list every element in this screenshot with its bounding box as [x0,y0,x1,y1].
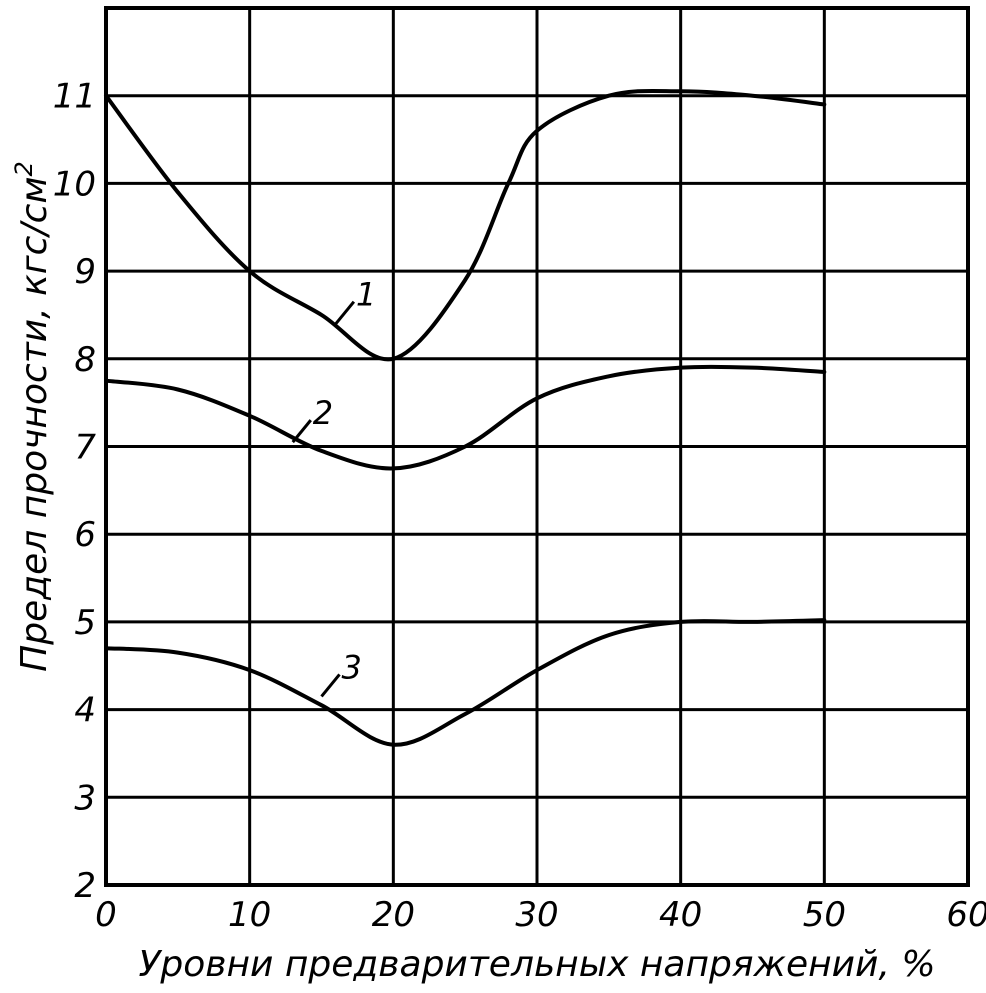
chart-grid [104,6,970,887]
series-leader-1 [334,300,356,325]
y-tick-label: 4 [74,691,96,731]
series-label-2: 2 [313,394,333,432]
y-tick-label: 7 [74,428,96,468]
y-tick-label: 5 [74,603,96,643]
chart-tick-labels: 0 10 20 30 40 50 60 2 3 4 5 6 7 8 9 10 11 [53,77,986,935]
x-tick-label: 0 [95,895,117,935]
series-line-3 [104,618,827,747]
y-tick-label: 8 [74,340,96,380]
chart-curves: 1 2 3 [104,88,827,747]
series-line-1 [104,88,827,362]
x-tick-label: 40 [659,895,702,935]
y-axis-title-text: Предел прочности, кгс/см [14,176,55,671]
y-axis-title: Предел прочности, кгс/см2 [10,161,55,672]
x-tick-label: 20 [372,895,415,935]
series-label-1: 1 [356,276,376,314]
y-axis-title-superscript: 2 [10,161,38,176]
series-leader-2 [291,419,312,444]
x-tick-label: 30 [515,895,558,935]
y-tick-label: 6 [74,515,96,555]
y-tick-label: 11 [53,77,96,117]
y-tick-label: 9 [74,252,96,292]
series-line-2 [104,364,827,471]
series-leader-3 [320,673,341,698]
y-tick-label: 3 [74,778,96,818]
x-axis-title: Уровни предварительных напряжений, % [138,944,935,985]
x-tick-label: 10 [228,895,271,935]
y-tick-label: 2 [74,866,96,906]
y-tick-label: 10 [53,164,96,204]
x-tick-label: 50 [803,895,846,935]
series-label-3: 3 [342,648,362,686]
x-tick-label: 60 [946,895,986,935]
